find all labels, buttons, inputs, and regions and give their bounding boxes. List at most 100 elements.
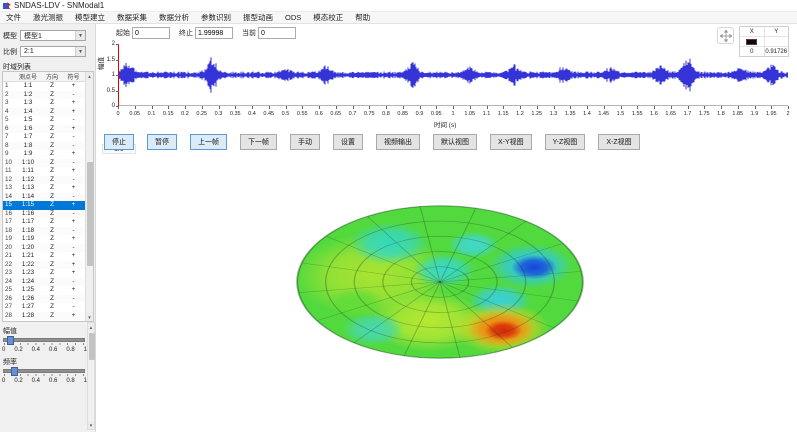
cell-dir: Z	[50, 184, 54, 191]
menu-item[interactable]: 数据采集	[117, 13, 147, 22]
table-row[interactable]: 2 1:2 Z -	[3, 90, 85, 99]
toolbar-button[interactable]: Y-Z视图	[544, 134, 586, 150]
table-row[interactable]: 22 1:22 Z +	[3, 260, 85, 269]
ratio-select[interactable]: 2:1 ▼	[20, 46, 86, 57]
cell-sg: +	[71, 218, 76, 225]
scroll-up-icon[interactable]: ▲	[86, 72, 93, 80]
cell-pt: 1:19	[21, 235, 35, 242]
table-scrollbar[interactable]: ▲ ▼	[85, 72, 93, 321]
menu-item[interactable]: 参数识别	[201, 13, 231, 22]
menu-item[interactable]: 数据分析	[159, 13, 189, 22]
table-row[interactable]: 21 1:21 Z +	[3, 252, 85, 261]
table-row[interactable]: 12 1:12 Z -	[3, 175, 85, 184]
toolbar-button[interactable]: 视频输出	[376, 134, 420, 150]
toolbar-button[interactable]: 下一帧	[240, 134, 277, 150]
menu-item[interactable]: 模态校正	[313, 13, 344, 22]
table-row[interactable]: 17 1:17 Z +	[3, 218, 85, 227]
table-row[interactable]: 20 1:20 Z -	[3, 243, 85, 252]
x-tick-mark	[737, 106, 739, 109]
amplitude-slider-scale: 0 0.2 0.4 0.6 0.8 1	[2, 347, 87, 353]
cell-sg: -	[72, 175, 75, 183]
table-scrollbar-thumb[interactable]	[87, 161, 93, 267]
menu-item[interactable]: 文件	[6, 13, 21, 22]
table-row[interactable]: 1 1:1 Z +	[3, 82, 85, 91]
scroll-down-icon[interactable]: ▼	[88, 421, 94, 429]
table-row[interactable]: 6 1:6 Z +	[3, 124, 85, 133]
table-row[interactable]: 7 1:7 Z -	[3, 133, 85, 142]
table-row[interactable]: 5 1:5 Z -	[3, 116, 85, 125]
current-input[interactable]	[258, 27, 296, 39]
table-scrollbar-track[interactable]	[86, 80, 93, 313]
x-tick-label: 1	[451, 111, 455, 117]
table-row[interactable]: 18 1:18 Z -	[3, 226, 85, 235]
x-tick-mark	[553, 106, 555, 109]
table-row[interactable]: 9 1:9 Z +	[3, 150, 85, 159]
menu-item[interactable]: ODS	[285, 13, 302, 22]
toolbar-button[interactable]: X-Y视图	[490, 134, 532, 150]
cell-dir: Z	[50, 124, 54, 132]
point-table: 测点号 方向 符号 1 1:1 Z +2 1:2 Z -3 1:3 Z +4 1:4 Z +5 1:5 Z -6 1…	[2, 71, 94, 322]
cell-pt: 1:1	[23, 82, 33, 89]
waveform-plot[interactable]	[117, 44, 789, 106]
amplitude-slider-track[interactable]	[3, 338, 85, 342]
pan-tool-button[interactable]	[717, 27, 734, 44]
scale-label: 0.4	[31, 347, 40, 353]
table-row[interactable]: 15 1:15 Z +	[3, 201, 85, 210]
table-row[interactable]: 27 1:27 Z -	[3, 303, 85, 312]
toolbar-button[interactable]: 上一帧	[190, 134, 227, 150]
table-row[interactable]: 28 1:28 Z +	[3, 311, 85, 320]
table-row[interactable]: 11 1:11 Z +	[3, 167, 85, 176]
amplitude-slider[interactable]	[3, 336, 85, 345]
x-tick-mark	[536, 106, 538, 109]
frequency-slider[interactable]	[3, 367, 85, 376]
table-row[interactable]: 19 1:19 Z +	[3, 235, 85, 244]
panel-scrollbar[interactable]: ▲ ▼	[87, 322, 95, 430]
frequency-slider-track[interactable]	[3, 369, 85, 373]
panel-scrollbar-track[interactable]	[88, 331, 95, 421]
toolbar-button[interactable]: 暂停	[147, 134, 177, 150]
cell-sg: +	[71, 167, 76, 174]
menu-item[interactable]: 激光测振	[33, 13, 63, 22]
column-header: 方向	[45, 75, 58, 81]
x-tick-mark	[151, 106, 153, 109]
menu-item[interactable]: 帮助	[355, 13, 371, 22]
table-row[interactable]: 3 1:3 Z +	[3, 99, 85, 108]
menu-item[interactable]: 模型建立	[75, 13, 105, 22]
table-row[interactable]: 24 1:24 Z -	[3, 277, 85, 286]
frequency-slider-handle[interactable]	[10, 367, 18, 376]
toolbar-button[interactable]: 设置	[333, 134, 363, 150]
start-input[interactable]	[132, 27, 170, 39]
cursor-readout-header: X Y	[740, 27, 788, 37]
cell-dir: Z	[50, 175, 54, 183]
x-tick-mark	[670, 106, 672, 109]
model-select[interactable]: 模型1 ▼	[20, 30, 86, 41]
cell-sg: -	[72, 192, 75, 200]
x-tick-mark	[503, 106, 505, 109]
x-tick-label: 1.15	[497, 111, 509, 117]
scroll-down-icon[interactable]: ▼	[86, 313, 93, 321]
cell-idx: 8	[5, 141, 9, 149]
table-row[interactable]: 25 1:25 Z +	[3, 286, 85, 295]
amplitude-slider-handle[interactable]	[6, 336, 14, 345]
x-tick-label: 1.65	[665, 111, 677, 117]
x-tick-mark	[486, 106, 488, 109]
toolbar-button[interactable]: 手动	[290, 134, 320, 150]
mode-shape-view[interactable]	[290, 202, 590, 362]
table-row[interactable]: 4 1:4 Z +	[3, 107, 85, 116]
table-row[interactable]: 26 1:26 Z -	[3, 294, 85, 303]
table-row[interactable]: 8 1:8 Z -	[3, 141, 85, 150]
table-row[interactable]: 14 1:14 Z -	[3, 192, 85, 201]
panel-scrollbar-thumb[interactable]	[89, 332, 95, 360]
table-row[interactable]: 23 1:23 Z +	[3, 269, 85, 278]
stop-input[interactable]	[195, 27, 233, 39]
toolbar-button[interactable]: 默认视图	[433, 134, 477, 150]
table-row[interactable]: 13 1:13 Z +	[3, 184, 85, 193]
table-row[interactable]: 16 1:16 Z -	[3, 209, 85, 218]
scroll-up-icon[interactable]: ▲	[88, 323, 94, 331]
cell-sg: +	[71, 235, 76, 242]
table-row[interactable]: 10 1:10 Z -	[3, 158, 85, 167]
toolbar-button[interactable]: 停止	[104, 134, 134, 150]
y-tick-mark	[116, 44, 119, 45]
toolbar-button[interactable]: X-Z视图	[598, 134, 640, 150]
menu-item[interactable]: 振型动画	[243, 13, 273, 22]
